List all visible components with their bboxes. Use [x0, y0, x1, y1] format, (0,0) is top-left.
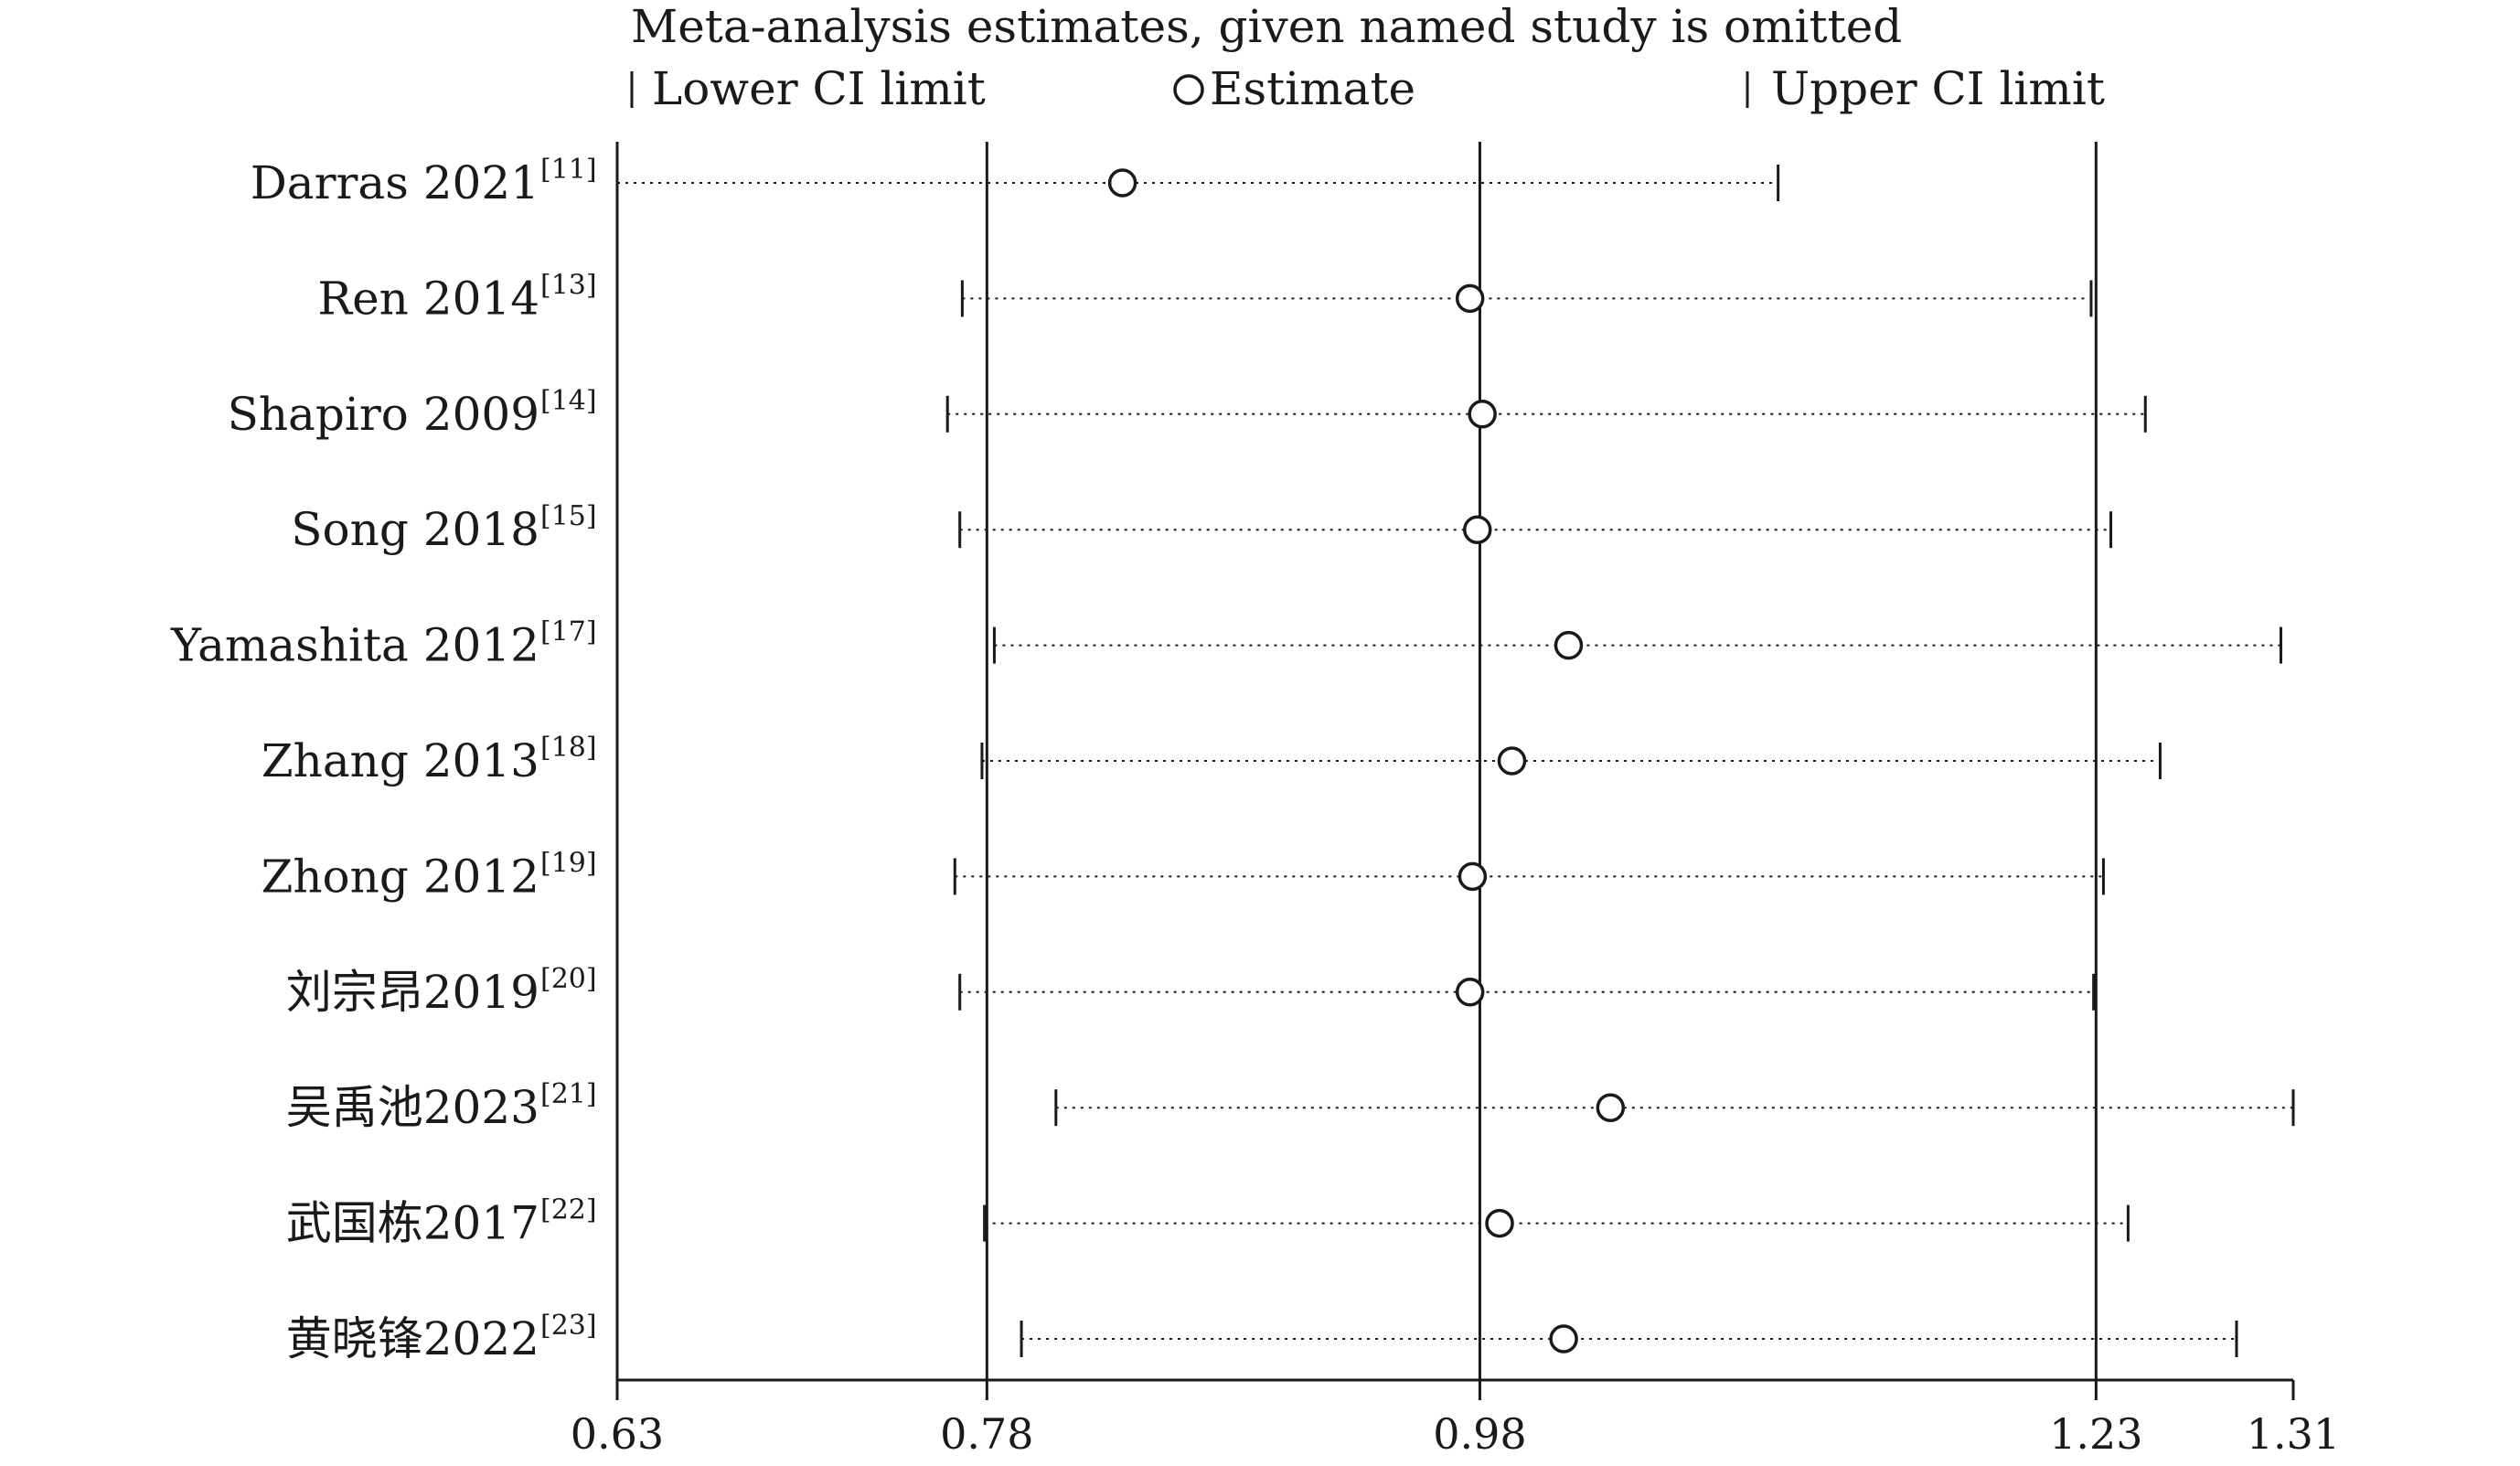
study-reference: [23] — [540, 1310, 597, 1342]
study-row: Darras 2021 [11] — [251, 154, 1780, 209]
study-row: Song 2018 [15] — [291, 500, 2113, 556]
estimate-point — [1554, 630, 1584, 660]
x-tick-label: 0.78 — [940, 1409, 1033, 1459]
study-row: 黄晓锋2022 [23] — [286, 1310, 2238, 1365]
reference-lines — [985, 142, 2098, 1380]
study-label: 刘宗昂2019 — [286, 966, 539, 1019]
study-reference: [15] — [540, 500, 597, 532]
study-reference: [11] — [540, 154, 597, 186]
study-row: 武国栋2017 [22] — [286, 1194, 2130, 1250]
study-label: 黄晓锋2022 — [286, 1312, 539, 1365]
study-name: Yamashita 2012 — [170, 619, 539, 672]
study-reference: [21] — [540, 1078, 597, 1110]
x-tick-label: 0.98 — [1433, 1409, 1526, 1459]
study-row: Ren 2014 [13] — [317, 269, 2093, 325]
study-row: Zhang 2013 [18] — [262, 732, 2162, 787]
study-reference: [22] — [540, 1194, 597, 1226]
estimate-point — [1596, 1093, 1626, 1122]
study-row: Zhong 2012 [19] — [262, 847, 2105, 903]
study-name: Shapiro 2009 — [228, 388, 539, 441]
study-reference: [13] — [540, 269, 597, 301]
x-tick-label: 1.23 — [2049, 1409, 2142, 1459]
study-name: Darras 2021 — [251, 156, 539, 209]
estimate-point — [1463, 515, 1492, 544]
study-name: Ren 2014 — [317, 272, 539, 325]
legend-lower-label: Lower CI limit — [652, 62, 986, 115]
x-tick-label: 1.31 — [2247, 1409, 2340, 1459]
estimate-point — [1497, 746, 1527, 776]
estimate-point — [1455, 284, 1485, 314]
study-label: Yamashita 2012 — [170, 619, 539, 672]
estimate-point — [1458, 861, 1488, 892]
study-row: Yamashita 2012 [17] — [170, 616, 2283, 672]
estimate-point — [1485, 1208, 1514, 1238]
study-label: Zhong 2012 — [262, 850, 539, 903]
study-label: Shapiro 2009 — [228, 388, 539, 441]
study-label: Zhang 2013 — [262, 734, 539, 787]
legend-upper-label: Upper CI limit — [1771, 62, 2105, 115]
study-label: Song 2018 — [291, 503, 539, 556]
study-label: Darras 2021 — [251, 156, 539, 209]
study-name: 吴禹池2023 — [286, 1081, 539, 1134]
study-label: 吴禹池2023 — [286, 1081, 539, 1134]
study-reference: [17] — [540, 616, 597, 648]
study-reference: [20] — [540, 963, 597, 995]
study-label: 武国栋2017 — [286, 1197, 539, 1250]
legend: Lower CI limit Estimate Upper CI limit — [630, 62, 2105, 115]
study-row: Shapiro 2009 [14] — [228, 385, 2147, 441]
study-name: 黄晓锋2022 — [286, 1312, 539, 1365]
study-name: Zhang 2013 — [262, 734, 539, 787]
study-row: 吴禹池2023 [21] — [286, 1078, 2295, 1134]
study-label: Ren 2014 — [317, 272, 539, 325]
study-name: Song 2018 — [291, 503, 539, 556]
estimate-point — [1468, 400, 1497, 429]
estimate-point — [1549, 1324, 1578, 1354]
chart-title: Meta-analysis estimates, given named stu… — [631, 0, 1902, 53]
estimate-point — [1455, 978, 1485, 1007]
x-tick-label: 0.63 — [571, 1409, 664, 1459]
study-rows: Darras 2021 [11]Ren 2014 [13]Shapiro 2009[… — [170, 154, 2295, 1365]
study-name: Zhong 2012 — [262, 850, 539, 903]
study-row: 刘宗昂2019 [20] — [286, 963, 2096, 1019]
study-reference: [18] — [540, 732, 597, 764]
x-axis-ticks: 0.63 0.78 0.98 1.23 1.31 — [571, 1380, 2340, 1459]
study-name: 刘宗昂2019 — [286, 966, 539, 1019]
legend-estimate-label: Estimate — [1210, 62, 1415, 115]
study-reference: [19] — [540, 847, 597, 879]
estimate-point — [1107, 168, 1137, 198]
legend-estimate-marker — [1173, 74, 1204, 105]
study-name: 武国栋2017 — [286, 1197, 539, 1250]
study-reference: [14] — [540, 385, 597, 417]
